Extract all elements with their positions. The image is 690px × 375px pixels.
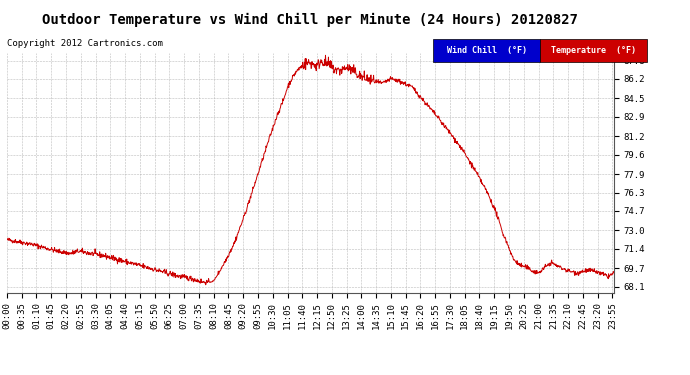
Text: Temperature  (°F): Temperature (°F) <box>551 46 636 55</box>
Text: Outdoor Temperature vs Wind Chill per Minute (24 Hours) 20120827: Outdoor Temperature vs Wind Chill per Mi… <box>43 13 578 27</box>
Text: Copyright 2012 Cartronics.com: Copyright 2012 Cartronics.com <box>7 39 163 48</box>
Text: Wind Chill  (°F): Wind Chill (°F) <box>447 46 526 55</box>
